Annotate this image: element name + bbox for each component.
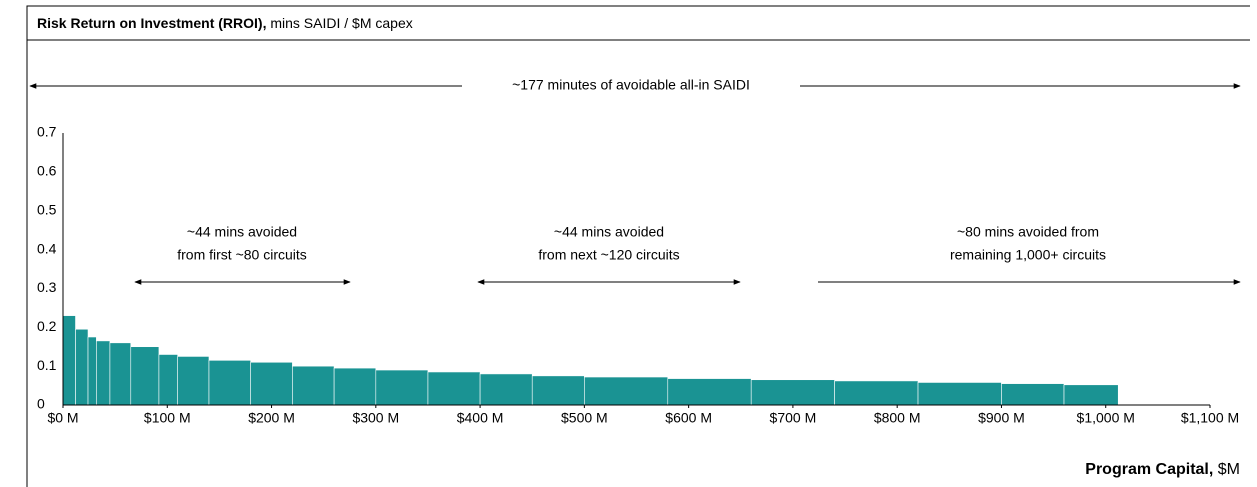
x-tick-label: $0 M <box>47 410 78 426</box>
frame <box>26 5 1250 487</box>
range-annotation: remaining 1,000+ circuits <box>950 247 1106 263</box>
bar <box>130 346 160 406</box>
bar <box>292 365 335 406</box>
x-tick-label: $1,100 M <box>1181 410 1239 426</box>
bar <box>333 367 377 406</box>
bar <box>87 336 97 406</box>
range-annotation: ~44 mins avoided <box>187 224 297 240</box>
bar <box>375 369 429 406</box>
total-annotation: ~177 minutes of avoidable all-in SAIDI <box>512 77 750 93</box>
range-annotation: ~44 mins avoided <box>554 224 664 240</box>
bar <box>917 382 1002 406</box>
bar <box>96 340 111 406</box>
range-annotation: from first ~80 circuits <box>177 247 307 263</box>
x-axis-label: Program Capital, $M <box>1085 461 1240 478</box>
bar <box>531 375 585 406</box>
title-bold: Risk Return on Investment (RROI), <box>37 15 266 31</box>
bar <box>158 354 178 406</box>
bar <box>1001 383 1065 406</box>
y-tick-label: 0 <box>37 396 45 412</box>
bar <box>584 376 669 406</box>
bar <box>75 328 89 406</box>
x-tick-label: $700 M <box>770 410 817 426</box>
x-tick-label: $800 M <box>874 410 921 426</box>
bar <box>427 371 481 406</box>
bar <box>1063 384 1119 406</box>
bar <box>834 380 919 406</box>
y-tick-label: 0.3 <box>37 279 57 295</box>
y-tick-label: 0.4 <box>37 240 57 256</box>
bar <box>177 356 210 406</box>
y-tick-label: 0.2 <box>37 318 57 334</box>
x-tick-label: $900 M <box>978 410 1025 426</box>
y-tick-label: 0.7 <box>37 124 57 140</box>
bar <box>250 361 293 406</box>
subtitle: mins SAIDI / $M capex <box>270 15 412 31</box>
x-tick-label: $400 M <box>457 410 504 426</box>
range-annotation: from next ~120 circuits <box>538 247 679 263</box>
bar <box>208 360 251 406</box>
x-tick-label: $100 M <box>144 410 191 426</box>
x-tick-label: $600 M <box>665 410 712 426</box>
x-unit: $M <box>1218 461 1240 478</box>
x-tick-label: $200 M <box>248 410 295 426</box>
x-tick-label: $1,000 M <box>1077 410 1135 426</box>
bar <box>62 315 76 406</box>
x-label-bold: Program Capital, <box>1085 461 1213 478</box>
x-tick-label: $300 M <box>352 410 399 426</box>
y-tick-label: 0.6 <box>37 163 57 179</box>
bar <box>667 378 752 406</box>
bar <box>109 342 132 406</box>
y-tick-label: 0.1 <box>37 357 57 373</box>
bar <box>479 373 533 406</box>
x-tick-label: $500 M <box>561 410 608 426</box>
chart-title: Risk Return on Investment (RROI), mins S… <box>37 15 413 31</box>
range-annotation: ~80 mins avoided from <box>957 224 1099 240</box>
bar <box>750 379 835 406</box>
y-tick-label: 0.5 <box>37 201 57 217</box>
